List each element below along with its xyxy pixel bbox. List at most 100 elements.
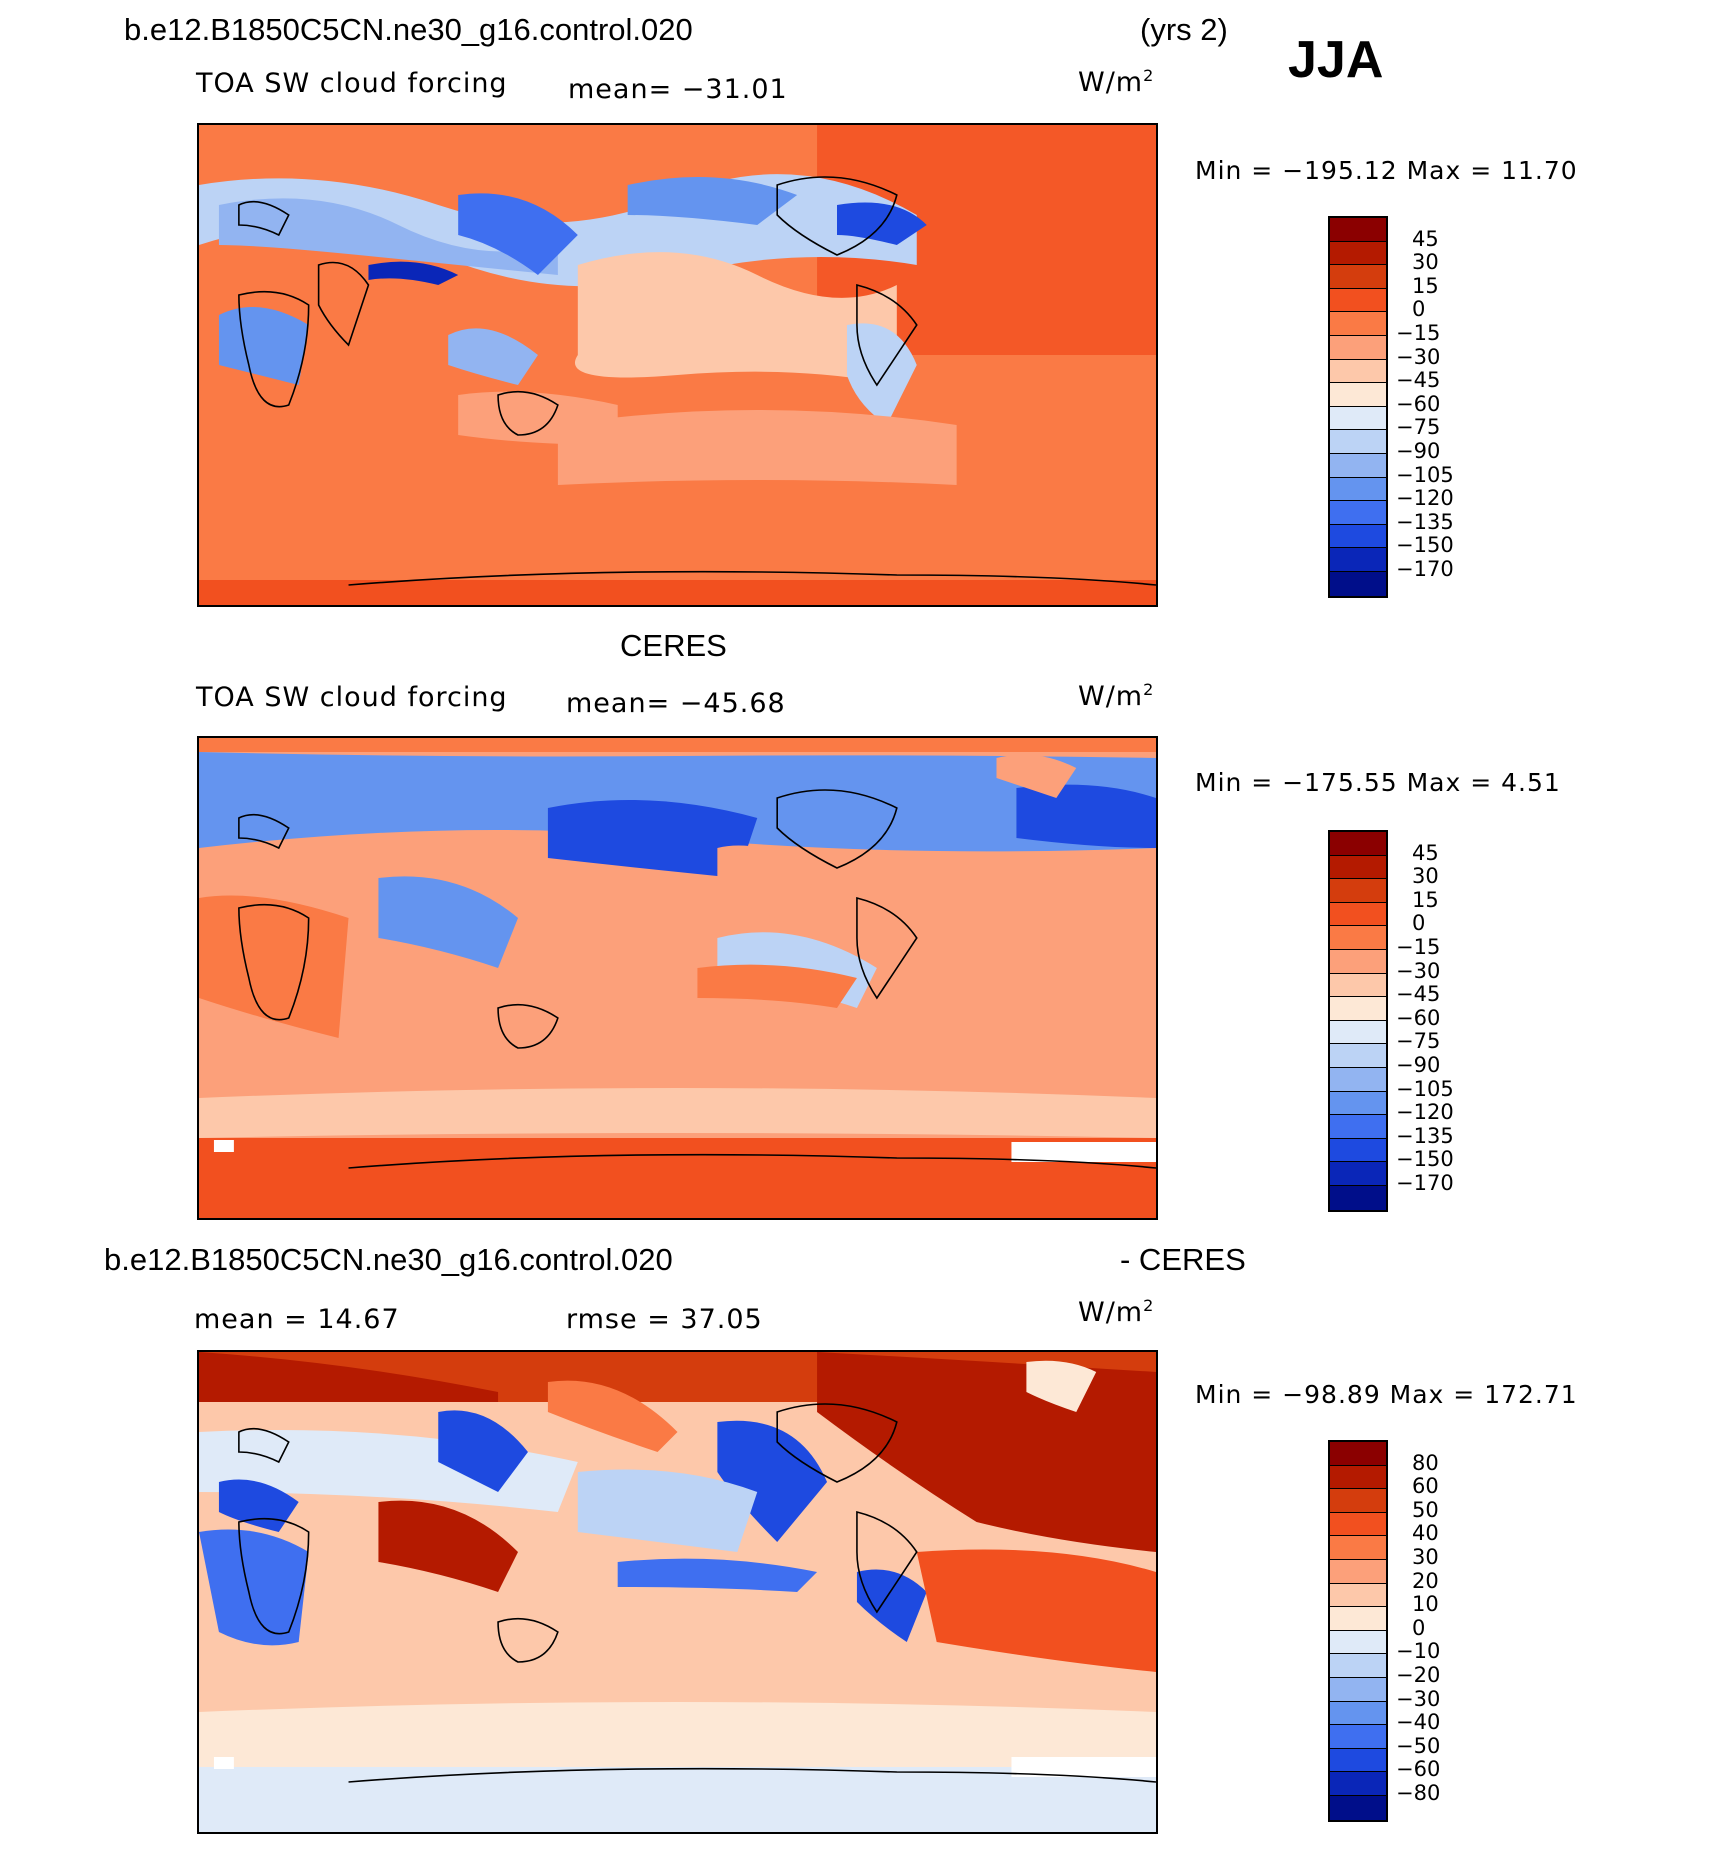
colorbar-segment xyxy=(1330,218,1386,242)
panel1-map xyxy=(197,123,1158,607)
colorbar-label: −30 xyxy=(1396,958,1441,983)
panel2-colorbar xyxy=(1328,830,1388,1212)
colorbar-label: −120 xyxy=(1396,486,1454,511)
colorbar-segment xyxy=(1330,997,1386,1021)
colorbar-segment xyxy=(1330,1630,1386,1655)
panel2-units: W/m2 xyxy=(1078,680,1155,712)
colorbar-segment xyxy=(1330,383,1386,407)
colorbar-segment xyxy=(1330,241,1386,266)
colorbar-label: −45 xyxy=(1396,368,1441,393)
panel1-colorbar xyxy=(1328,216,1388,598)
years-label: (yrs 2) xyxy=(1140,12,1228,47)
colorbar-segment xyxy=(1330,1701,1386,1726)
colorbar-label: 45 xyxy=(1412,226,1439,251)
colorbar-label: −15 xyxy=(1396,321,1441,345)
panel2-title: CERES xyxy=(620,628,727,663)
colorbar-segment xyxy=(1330,1091,1386,1116)
colorbar-label: −90 xyxy=(1396,439,1441,463)
colorbar-segment xyxy=(1330,949,1386,974)
colorbar-label: 0 xyxy=(1412,911,1426,936)
panel1-units: W/m2 xyxy=(1078,66,1155,98)
colorbar-segment xyxy=(1330,524,1386,549)
colorbar-segment xyxy=(1330,1512,1386,1537)
colorbar-label: −60 xyxy=(1396,1005,1441,1030)
colorbar-label: 0 xyxy=(1412,297,1426,322)
colorbar-label: 40 xyxy=(1412,1521,1439,1546)
colorbar-label: −40 xyxy=(1396,1710,1441,1735)
panel3-title-right: - CERES xyxy=(1120,1242,1246,1277)
colorbar-segment xyxy=(1330,879,1386,903)
colorbar-label: 80 xyxy=(1412,1450,1439,1475)
panel2-variable: TOA SW cloud forcing xyxy=(196,682,508,713)
colorbar-label: −15 xyxy=(1396,935,1441,959)
colorbar-label: −90 xyxy=(1396,1053,1441,1077)
colorbar-label: 10 xyxy=(1412,1592,1439,1617)
colorbar-label: −30 xyxy=(1396,344,1441,369)
colorbar-label: −80 xyxy=(1396,1781,1441,1805)
colorbar-label: 30 xyxy=(1412,1545,1439,1569)
colorbar-segment xyxy=(1330,1162,1386,1186)
colorbar-segment xyxy=(1330,973,1386,998)
colorbar-segment xyxy=(1330,477,1386,502)
colorbar-segment xyxy=(1330,1115,1386,1139)
colorbar-label: 0 xyxy=(1412,1615,1426,1640)
panel2-mean: mean= −45.68 xyxy=(566,688,786,719)
colorbar-label: −150 xyxy=(1396,533,1454,558)
colorbar-label: −135 xyxy=(1396,509,1454,534)
colorbar-label: 45 xyxy=(1412,840,1439,865)
colorbar-segment xyxy=(1330,1559,1386,1584)
colorbar-label: −60 xyxy=(1396,391,1441,416)
panel3-map xyxy=(197,1350,1158,1834)
colorbar-segment xyxy=(1330,548,1386,572)
panel2-map xyxy=(197,736,1158,1220)
colorbar-segment xyxy=(1330,1536,1386,1560)
colorbar-segment xyxy=(1330,501,1386,525)
colorbar-label: −75 xyxy=(1396,415,1441,440)
colorbar-label: 20 xyxy=(1412,1568,1439,1593)
colorbar-label: −75 xyxy=(1396,1029,1441,1054)
colorbar-label: −105 xyxy=(1396,462,1454,487)
colorbar-segment xyxy=(1330,1138,1386,1163)
colorbar-label: −135 xyxy=(1396,1123,1454,1148)
colorbar-segment xyxy=(1330,288,1386,313)
panel3-title: b.e12.B1850C5CN.ne30_g16.control.020 xyxy=(104,1242,673,1277)
colorbar-label: −45 xyxy=(1396,982,1441,1007)
colorbar-label: 50 xyxy=(1412,1497,1439,1522)
colorbar-label: −105 xyxy=(1396,1076,1454,1101)
colorbar-segment xyxy=(1330,1583,1386,1608)
case-title: b.e12.B1850C5CN.ne30_g16.control.020 xyxy=(124,12,693,47)
panel3-units: W/m2 xyxy=(1078,1296,1155,1328)
panel1-variable: TOA SW cloud forcing xyxy=(196,68,508,99)
colorbar-segment xyxy=(1330,1725,1386,1749)
panel3-rmse: rmse = 37.05 xyxy=(566,1304,763,1335)
colorbar-label: 15 xyxy=(1412,887,1439,912)
colorbar-segment xyxy=(1330,430,1386,454)
colorbar-segment xyxy=(1330,1748,1386,1773)
colorbar-segment xyxy=(1330,926,1386,950)
colorbar-segment xyxy=(1330,406,1386,431)
colorbar-label: −20 xyxy=(1396,1663,1441,1687)
colorbar-segment xyxy=(1330,1465,1386,1490)
colorbar-segment xyxy=(1330,335,1386,360)
colorbar-segment xyxy=(1330,1795,1386,1820)
colorbar-label: −170 xyxy=(1396,557,1454,581)
colorbar-segment xyxy=(1330,571,1386,596)
colorbar-label: −150 xyxy=(1396,1147,1454,1172)
panel3-minmax: Min = −98.89 Max = 172.71 xyxy=(1195,1380,1578,1409)
panel2-minmax: Min = −175.55 Max = 4.51 xyxy=(1195,768,1561,797)
colorbar-label: −10 xyxy=(1396,1639,1441,1664)
colorbar-segment xyxy=(1330,312,1386,336)
colorbar-segment xyxy=(1330,1654,1386,1678)
colorbar-label: −120 xyxy=(1396,1100,1454,1125)
colorbar-segment xyxy=(1330,453,1386,478)
colorbar-segment xyxy=(1330,265,1386,289)
colorbar-label: 60 xyxy=(1412,1474,1439,1499)
colorbar-segment xyxy=(1330,832,1386,856)
colorbar-segment xyxy=(1330,359,1386,384)
panel1-mean: mean= −31.01 xyxy=(568,74,788,105)
colorbar-label: 30 xyxy=(1412,250,1439,275)
colorbar-segment xyxy=(1330,1677,1386,1702)
colorbar-label: −50 xyxy=(1396,1733,1441,1758)
colorbar-segment xyxy=(1330,1020,1386,1045)
colorbar-segment xyxy=(1330,855,1386,880)
